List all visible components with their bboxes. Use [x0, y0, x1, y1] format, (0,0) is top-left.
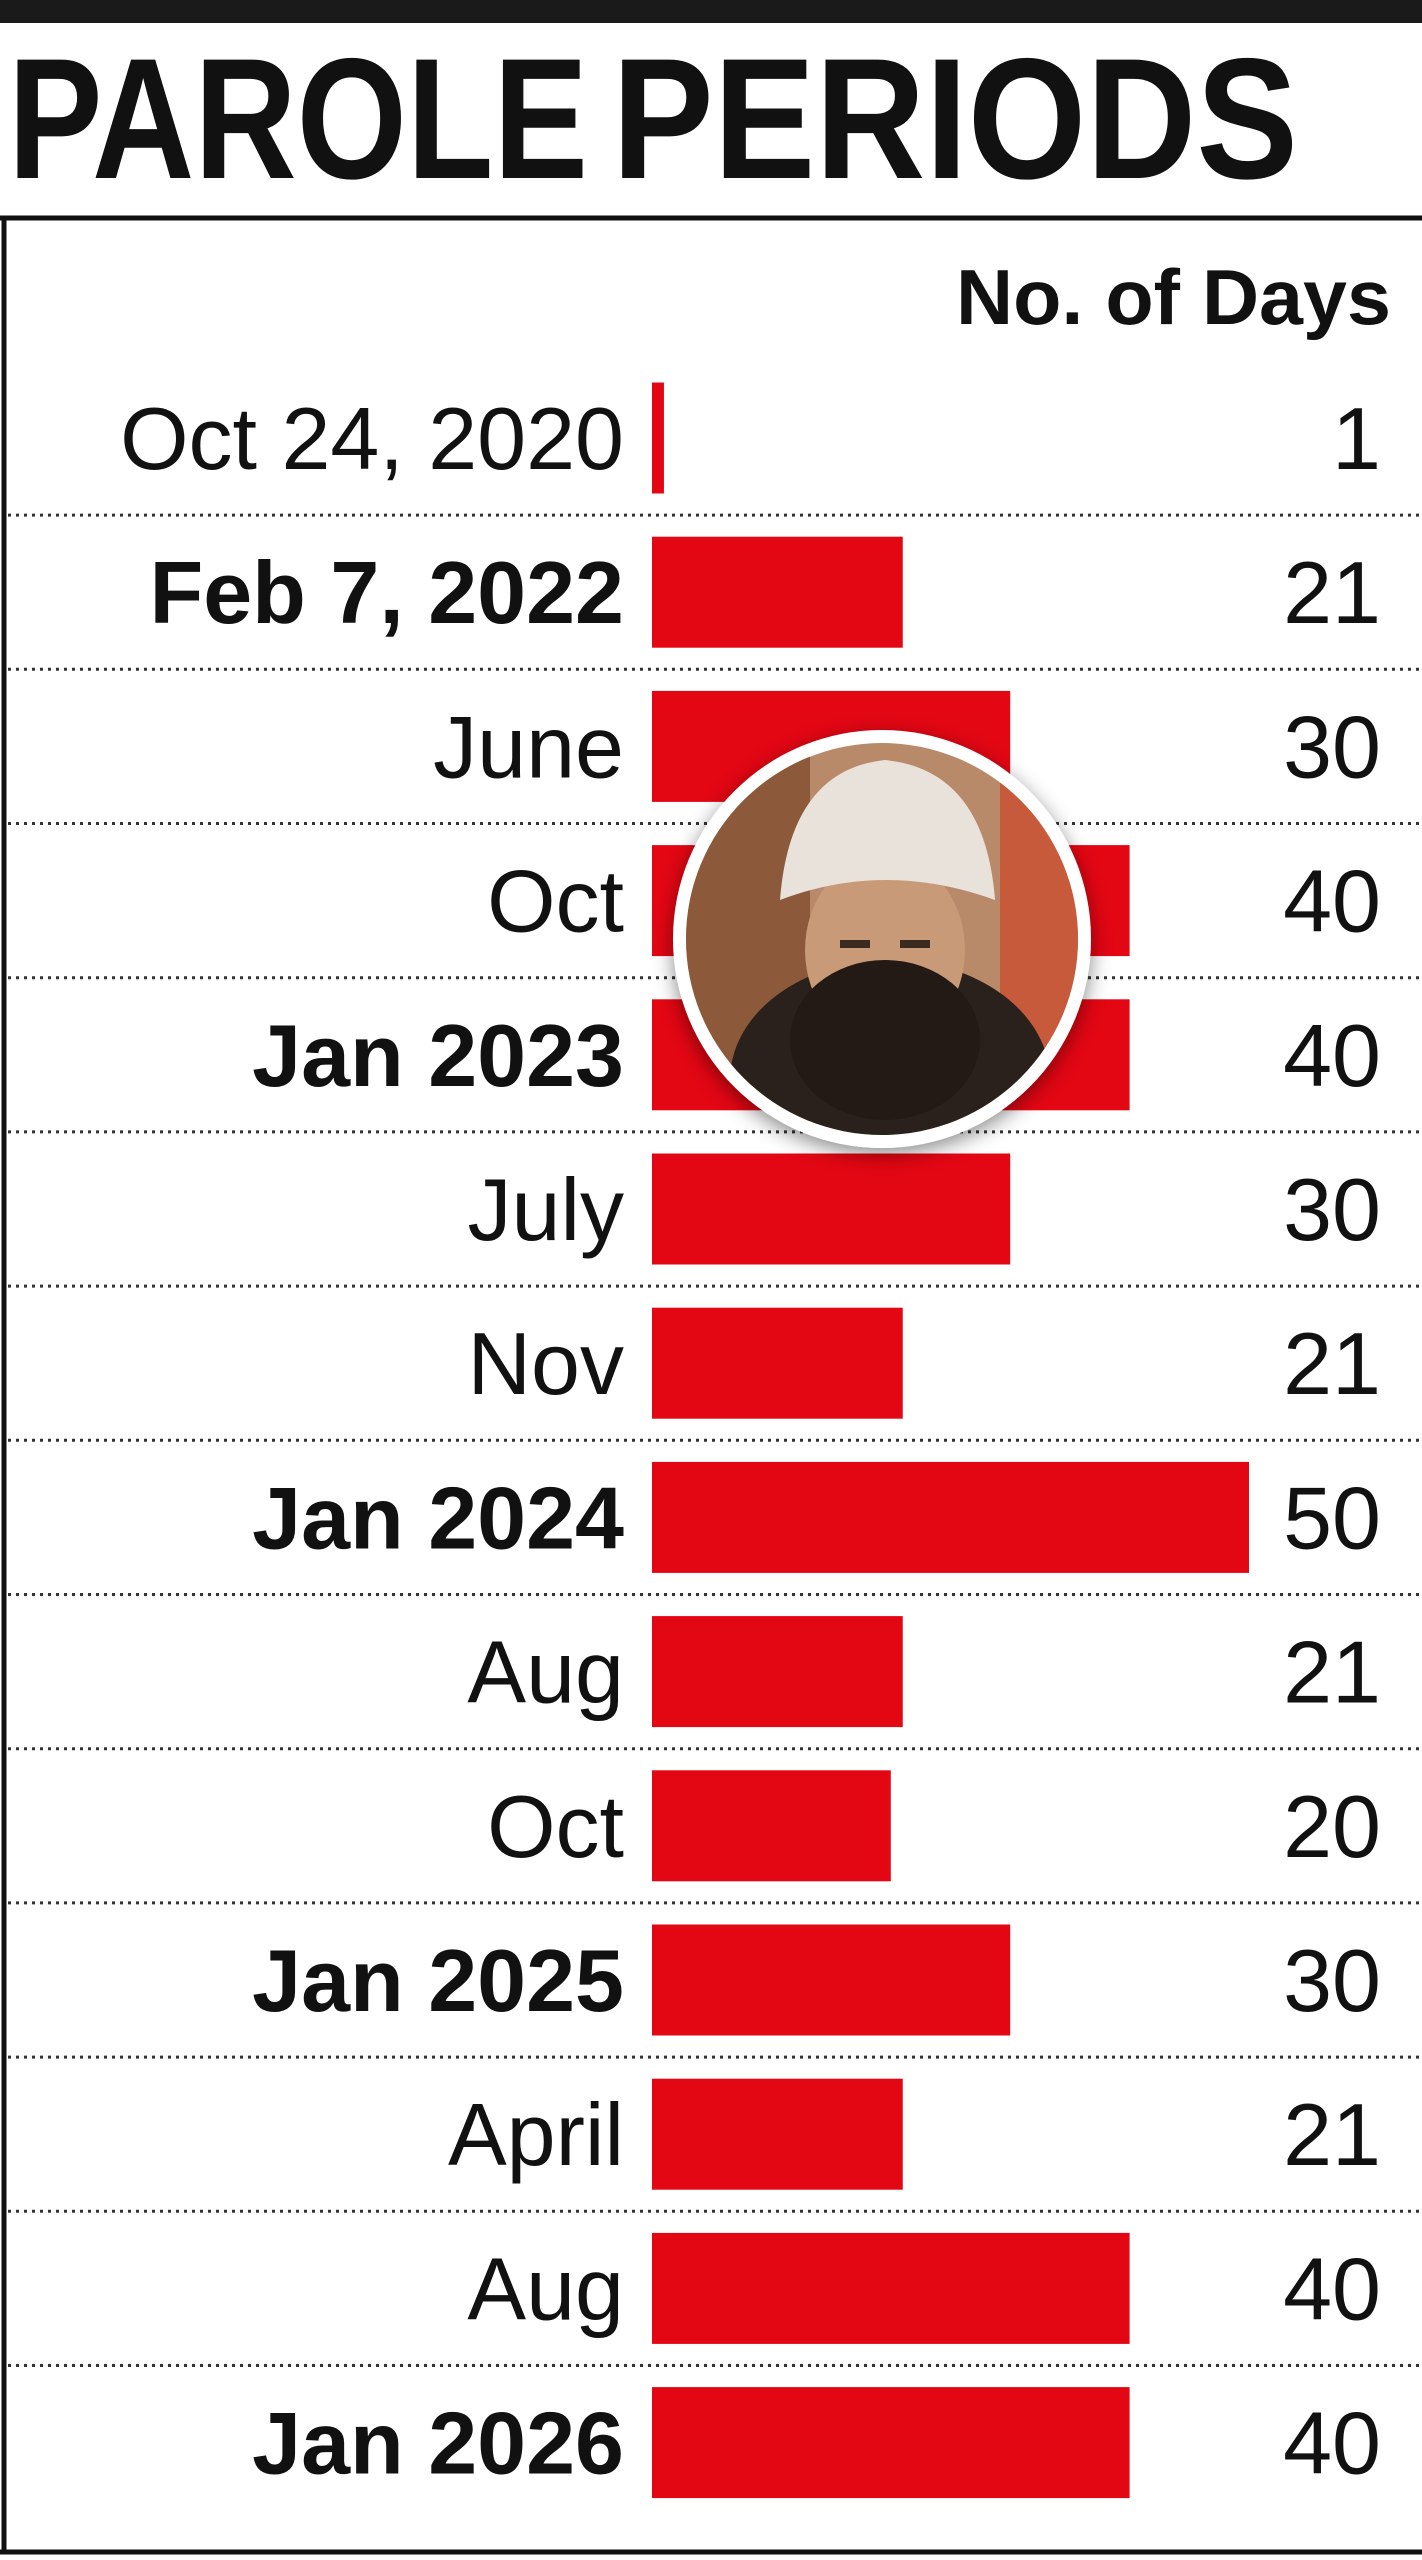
value-label: 40 — [1283, 852, 1381, 951]
category-label: June — [433, 697, 624, 796]
value-label: 30 — [1283, 1931, 1381, 2030]
bar — [652, 1616, 903, 1728]
category-label: Aug — [467, 2239, 624, 2338]
value-label: 21 — [1283, 1623, 1381, 1722]
category-label: Aug — [467, 1623, 624, 1722]
value-axis-label: No. of Days — [956, 253, 1391, 341]
bar — [652, 1307, 903, 1419]
category-label: Jan 2024 — [252, 1468, 624, 1567]
value-label: 1 — [1332, 389, 1381, 488]
category-label: Feb 7, 2022 — [149, 543, 624, 642]
value-label: 30 — [1283, 697, 1381, 796]
value-label: 50 — [1283, 1468, 1381, 1567]
bar — [652, 1461, 1249, 1573]
category-label: July — [468, 1160, 625, 1259]
category-label: April — [448, 2085, 624, 2184]
top-bar — [0, 0, 1422, 23]
value-label: 40 — [1283, 2394, 1381, 2493]
value-label: 40 — [1283, 1006, 1381, 1105]
title-word: PERIODS — [612, 23, 1298, 215]
bar — [652, 2232, 1130, 2344]
category-label: Oct — [487, 852, 624, 951]
category-label: Jan 2023 — [252, 1006, 624, 1105]
title-word: PAROLE — [8, 23, 588, 215]
bar — [652, 2387, 1130, 2499]
category-label: Jan 2025 — [252, 1931, 624, 2030]
bar — [652, 2078, 903, 2190]
title: PAROLE PERIODS — [8, 23, 1298, 215]
bar — [652, 1770, 891, 1882]
category-label: Nov — [468, 1314, 625, 1413]
rows: Oct 24, 2020 1 Feb 7, 2022 21 June 30 Oct 40 Jan… — [8, 382, 1422, 2499]
bar — [652, 382, 664, 494]
value-label: 21 — [1283, 543, 1381, 642]
value-label: 21 — [1283, 1314, 1381, 1413]
value-label: 40 — [1283, 2239, 1381, 2338]
value-label: 30 — [1283, 1160, 1381, 1259]
bar — [652, 1924, 1011, 2036]
portrait-photo — [673, 730, 1091, 1148]
category-label: Oct 24, 2020 — [120, 389, 624, 488]
category-label: Oct — [487, 1777, 624, 1876]
bar — [652, 536, 903, 648]
bar — [652, 1153, 1011, 1265]
value-label: 20 — [1283, 1777, 1381, 1876]
category-label: Jan 2026 — [252, 2394, 624, 2493]
value-label: 21 — [1283, 2085, 1381, 2184]
